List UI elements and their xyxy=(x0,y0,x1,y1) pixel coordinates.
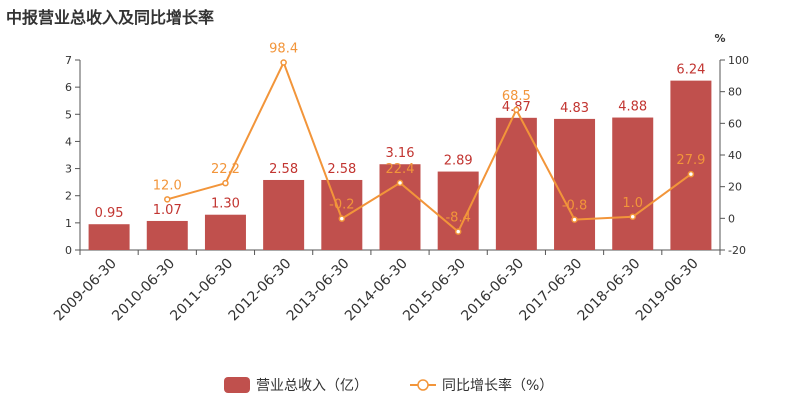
left-axis-tick-label: 4 xyxy=(65,135,72,148)
growth-rate-label: 98.4 xyxy=(269,42,298,57)
right-axis-tick-label: 60 xyxy=(728,117,742,130)
growth-rate-point xyxy=(222,179,229,187)
growth-rate-line xyxy=(167,59,692,234)
right-axis-tick-label: 80 xyxy=(728,86,742,99)
growth-rate-point xyxy=(280,59,287,66)
growth-rate-label: 1.0 xyxy=(622,196,643,211)
right-axis-unit: % xyxy=(714,32,725,45)
left-axis-tick-label: 5 xyxy=(65,108,72,121)
growth-rate-label: 27.9 xyxy=(676,153,705,168)
growth-rate-label: 12.0 xyxy=(153,178,182,193)
revenue-bar-label: 4.88 xyxy=(618,100,647,115)
growth-rate-point xyxy=(454,228,462,235)
right-axis-tick-label: -20 xyxy=(728,244,746,257)
revenue-bar-label: 2.89 xyxy=(444,154,473,169)
growth-rate-point xyxy=(338,215,346,222)
growth-rate-point xyxy=(571,216,578,223)
growth-rate-point xyxy=(513,106,520,114)
revenue-bar-label: 0.95 xyxy=(95,206,124,221)
revenue-bar xyxy=(379,164,421,250)
growth-rate-label: 68.5 xyxy=(502,89,531,104)
left-axis-tick-label: 2 xyxy=(65,190,72,203)
growth-rate-label: -8.4 xyxy=(445,211,470,226)
left-axis-tick-label: 3 xyxy=(65,163,72,176)
right-axis-tick-label: 100 xyxy=(728,54,749,67)
growth-rate-label: 22.4 xyxy=(386,162,415,177)
revenue-bar xyxy=(263,179,305,250)
growth-rate-label: 22.2 xyxy=(211,162,240,177)
growth-rate-point xyxy=(629,213,636,220)
revenue-bar-label: 1.07 xyxy=(153,203,182,218)
chart-title: 中报营业总收入及同比增长率 xyxy=(6,8,215,27)
left-axis-tick-label: 1 xyxy=(65,217,72,230)
growth-rate-point xyxy=(396,179,404,187)
growth-rate-label: -0.2 xyxy=(329,198,354,213)
revenue-bar xyxy=(437,171,479,250)
revenue-bar-label: 1.30 xyxy=(211,197,240,212)
left-axis-tick-label: 7 xyxy=(65,54,72,67)
revenue-bar xyxy=(612,117,654,251)
revenue-bar xyxy=(554,118,596,251)
revenue-bar-label: 6.24 xyxy=(676,63,705,78)
revenue-bar xyxy=(204,214,246,250)
x-axis-tick-label: 2019-06-30 xyxy=(633,256,702,325)
revenue-bar-label: 2.58 xyxy=(269,162,298,177)
revenue-bar-label: 4.83 xyxy=(560,101,589,116)
growth-rate-label: -0.8 xyxy=(562,199,587,214)
growth-rate-point xyxy=(164,196,171,203)
legend-bar-label: 营业总收入（亿） xyxy=(256,378,368,394)
growth-rate-point xyxy=(687,170,695,178)
revenue-bar xyxy=(88,224,130,250)
revenue-bar-label: 2.58 xyxy=(327,162,356,177)
revenue-bar-label: 3.16 xyxy=(386,146,415,161)
legend-line-label: 同比增长率（%） xyxy=(442,377,553,394)
revenue-bar xyxy=(146,220,188,250)
revenue-bar xyxy=(670,80,712,250)
right-axis-tick-label: 20 xyxy=(728,181,742,194)
legend-line-marker xyxy=(417,379,429,391)
revenue-bar xyxy=(321,179,363,250)
right-axis-tick-label: 0 xyxy=(728,212,735,225)
left-axis-tick-label: 6 xyxy=(65,81,72,94)
right-axis-tick-label: 40 xyxy=(728,149,742,162)
left-axis-tick-label: 0 xyxy=(65,244,72,257)
legend-bar-swatch xyxy=(224,377,250,393)
